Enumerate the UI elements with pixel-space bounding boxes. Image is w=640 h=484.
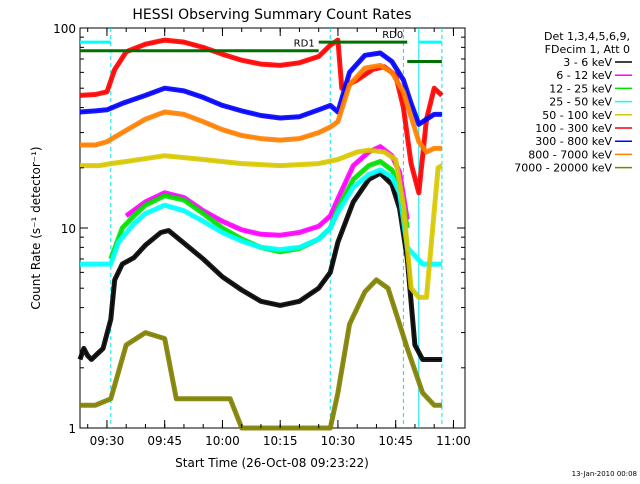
legend-header-2: FDecim 1, Att 0 xyxy=(545,43,630,56)
legend-header-1: Det 1,3,4,5,6,9, xyxy=(544,30,630,43)
legend-label-7: 800 - 7000 keV xyxy=(528,148,612,161)
x-axis: 09:30 09:45 10:00 10:15 10:30 10:45 11:00 xyxy=(87,28,471,448)
series-core-8 xyxy=(80,279,442,429)
x-tick-label-4: 10:30 xyxy=(321,434,356,448)
legend-label-5: 100 - 300 keV xyxy=(535,122,612,135)
series-core-1 xyxy=(125,146,408,236)
plot-area: RD0 RD1 xyxy=(77,27,466,431)
series-line-1 xyxy=(124,144,410,238)
y-tick-label-0: 1 xyxy=(68,422,76,436)
series-core-6 xyxy=(79,52,442,126)
series-core-7 xyxy=(80,64,442,153)
x-tick-label-1: 09:45 xyxy=(147,434,182,448)
x-tick-label-0: 09:30 xyxy=(90,434,125,448)
legend-label-4: 50 - 100 keV xyxy=(542,109,612,122)
legend: Det 1,3,4,5,6,9, FDecim 1, Att 0 3 - 6 k… xyxy=(514,30,632,175)
legend-label-0: 3 - 6 keV xyxy=(563,56,612,69)
y-tick-label-1: 10 xyxy=(61,222,76,236)
x-axis-label: Start Time (26-Oct-08 09:23:22) xyxy=(175,456,369,470)
y-tick-label-2: 100 xyxy=(53,22,76,36)
x-tick-label-2: 10:00 xyxy=(205,434,240,448)
chart-title: HESSI Observing Summary Count Rates xyxy=(132,7,411,23)
y-axis: 1 10 100 xyxy=(53,22,465,436)
x-tick-label-6: 11:00 xyxy=(436,434,471,448)
y-axis-label: Count Rate (s⁻¹ detector⁻¹) xyxy=(29,146,43,309)
annotation-layer: RD0 RD1 xyxy=(80,30,442,63)
legend-items: 3 - 6 keV 6 - 12 keV 12 - 25 keV 25 - 50… xyxy=(514,56,632,175)
annotation-label-0: RD0 xyxy=(382,30,403,41)
legend-label-6: 300 - 800 keV xyxy=(535,135,612,148)
footer-timestamp: 13-Jan-2010 00:08 xyxy=(572,470,637,478)
series-core-4 xyxy=(80,149,443,298)
legend-label-3: 25 - 50 keV xyxy=(549,96,612,109)
x-tick-label-5: 10:45 xyxy=(378,434,413,448)
legend-label-2: 12 - 25 keV xyxy=(549,82,612,95)
series-line-0 xyxy=(77,170,442,362)
series-core-5 xyxy=(79,39,443,193)
annotation-label-1: RD1 xyxy=(294,39,315,50)
legend-label-1: 6 - 12 keV xyxy=(556,69,612,82)
series-core-3 xyxy=(80,169,442,265)
series-layer xyxy=(77,37,444,431)
x-tick-label-3: 10:15 xyxy=(263,434,298,448)
legend-label-8: 7000 - 20000 keV xyxy=(514,162,612,175)
series-core-0 xyxy=(79,172,442,361)
